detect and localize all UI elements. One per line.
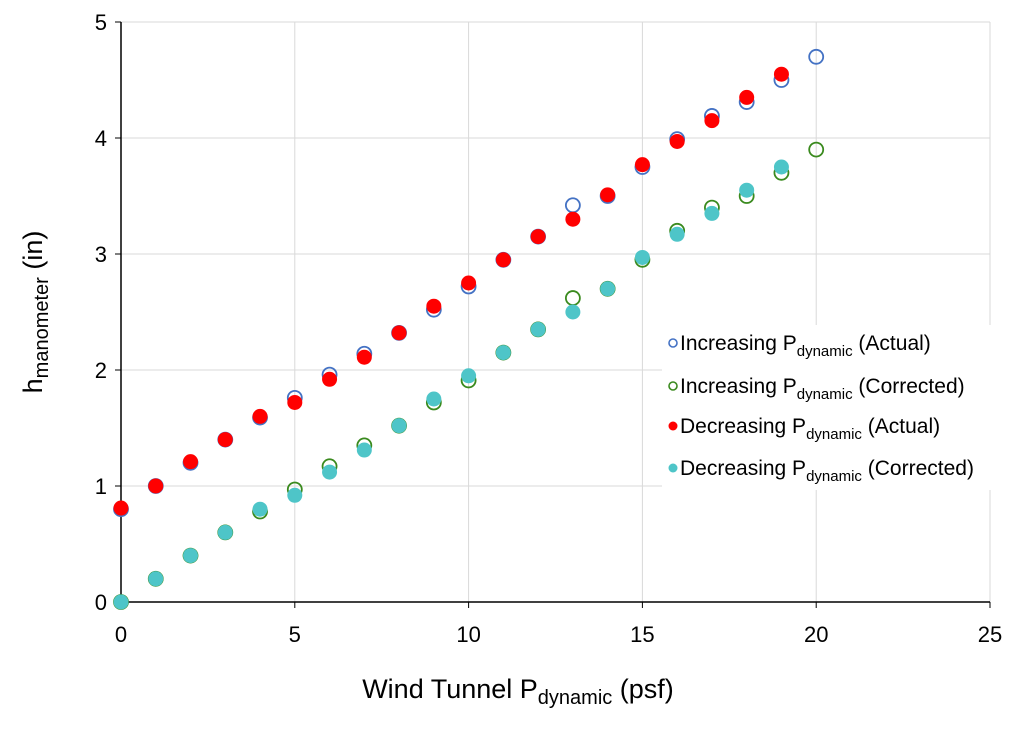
legend-background — [662, 325, 992, 490]
data-point — [565, 211, 581, 227]
data-point — [322, 464, 338, 480]
data-point — [356, 349, 372, 365]
data-point — [391, 325, 407, 341]
data-point — [669, 226, 685, 242]
legend-marker — [668, 463, 678, 473]
data-point — [808, 141, 825, 158]
data-point — [148, 478, 164, 494]
series-2 — [113, 66, 789, 516]
data-point — [495, 252, 511, 268]
y-tick-label: 0 — [95, 590, 107, 615]
x-tick-label: 5 — [289, 622, 301, 647]
y-tick-label: 5 — [95, 10, 107, 35]
legend-marker — [668, 421, 678, 431]
data-point — [113, 594, 129, 610]
legend-entry: Increasing Pdynamic (Actual) — [680, 332, 931, 360]
series-3 — [113, 159, 789, 610]
legend-marker — [668, 381, 678, 391]
x-tick-label: 10 — [456, 622, 480, 647]
data-point — [356, 442, 372, 458]
legend-entry: Increasing Pdynamic (Corrected) — [680, 375, 965, 403]
data-point — [808, 48, 825, 65]
data-point — [634, 157, 650, 173]
data-point — [530, 229, 546, 245]
data-point — [704, 205, 720, 221]
x-tick-label: 15 — [630, 622, 654, 647]
data-point — [634, 249, 650, 265]
data-point — [739, 182, 755, 198]
data-point — [322, 371, 338, 387]
y-tick-label: 4 — [95, 126, 107, 151]
data-point — [217, 432, 233, 448]
data-point — [252, 408, 268, 424]
data-point — [773, 159, 789, 175]
y-tick-label: 3 — [95, 242, 107, 267]
data-point — [600, 187, 616, 203]
data-point — [495, 345, 511, 361]
data-point — [600, 281, 616, 297]
data-point — [287, 487, 303, 503]
data-point — [426, 298, 442, 314]
data-point — [739, 89, 755, 105]
data-point — [565, 304, 581, 320]
data-point — [426, 391, 442, 407]
data-point — [564, 290, 581, 306]
data-point — [461, 368, 477, 384]
data-point — [773, 66, 789, 82]
data-point — [252, 501, 268, 517]
x-tick-label: 25 — [978, 622, 1002, 647]
data-point — [113, 500, 129, 516]
legend-entry: Decreasing Pdynamic (Corrected) — [680, 457, 974, 485]
data-point — [461, 275, 477, 291]
data-point — [704, 113, 720, 129]
y-tick-label: 2 — [95, 358, 107, 383]
x-axis-label: Wind Tunnel Pdynamic (psf) — [362, 674, 674, 709]
legend-entry: Decreasing Pdynamic (Actual) — [680, 415, 940, 443]
x-tick-label: 0 — [115, 622, 127, 647]
data-point — [287, 394, 303, 410]
y-axis-label: hmanometer (in) — [18, 231, 53, 394]
x-tick-label: 20 — [804, 622, 828, 647]
data-point — [183, 548, 199, 564]
data-point — [217, 524, 233, 540]
data-point — [564, 197, 581, 214]
data-point — [669, 133, 685, 149]
legend-marker — [668, 338, 678, 348]
data-point — [391, 418, 407, 434]
y-tick-label: 1 — [95, 474, 107, 499]
data-point — [183, 454, 199, 470]
data-point — [530, 321, 546, 337]
data-point — [148, 571, 164, 587]
